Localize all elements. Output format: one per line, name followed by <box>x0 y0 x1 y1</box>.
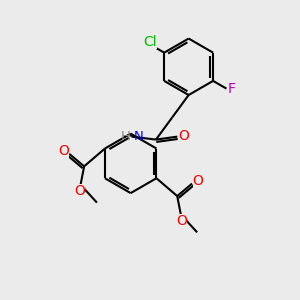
Text: O: O <box>58 144 69 158</box>
Text: O: O <box>176 214 187 228</box>
Text: O: O <box>178 129 189 143</box>
Text: O: O <box>74 184 85 198</box>
Text: F: F <box>228 82 236 96</box>
Text: O: O <box>193 174 203 188</box>
Text: H: H <box>121 130 131 142</box>
Text: N: N <box>134 130 143 142</box>
Text: Cl: Cl <box>143 35 157 50</box>
